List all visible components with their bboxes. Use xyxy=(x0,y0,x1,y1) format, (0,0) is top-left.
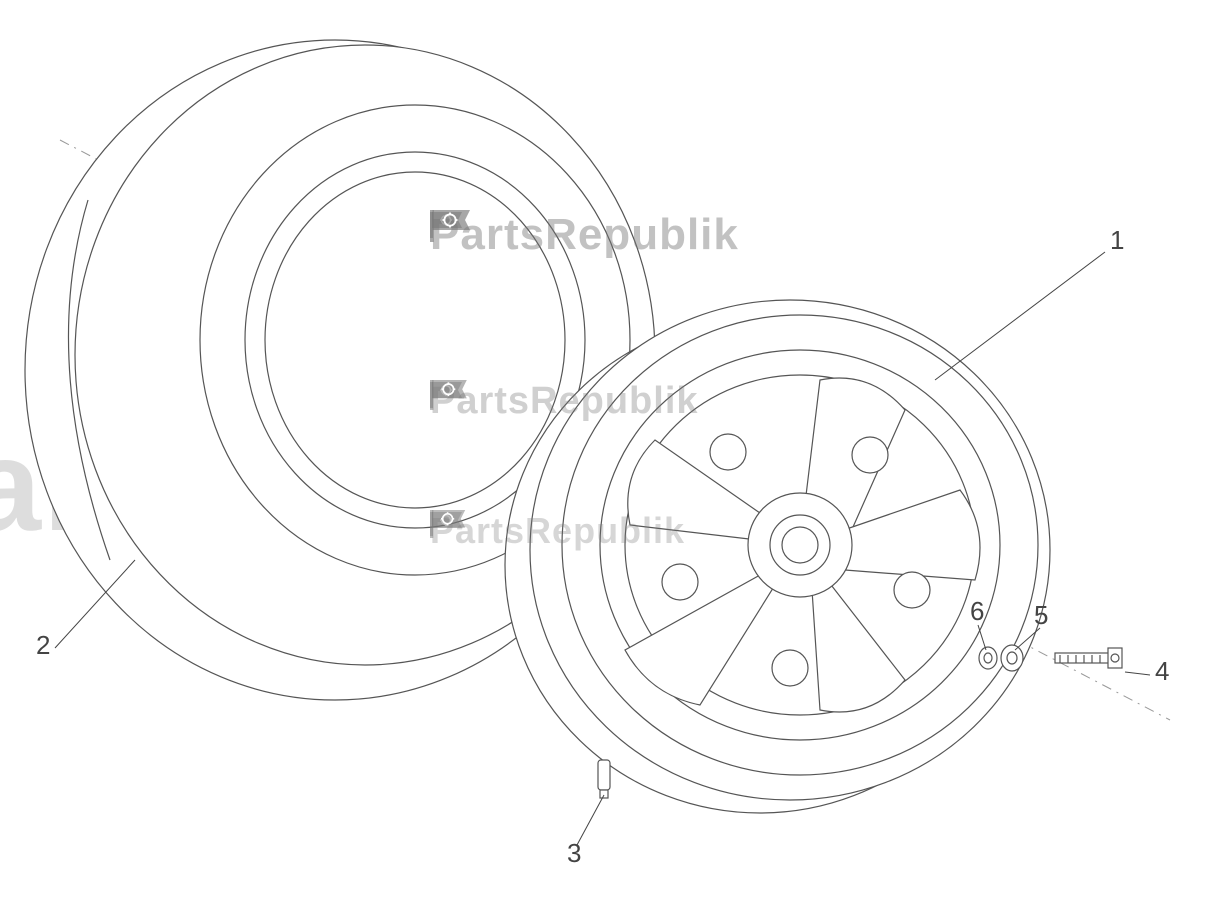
valve-cap xyxy=(600,790,608,798)
lug-boss xyxy=(710,434,746,470)
leader-4 xyxy=(1125,672,1150,675)
callout-6: 6 xyxy=(970,596,984,627)
bolt-head xyxy=(1108,648,1122,668)
valve-stem xyxy=(598,760,610,798)
lug-boss xyxy=(894,572,930,608)
callout-3: 3 xyxy=(567,838,581,869)
washer-inner-hole xyxy=(984,653,992,663)
callout-1: 1 xyxy=(1110,225,1124,256)
watermark-text: PartsRepublik xyxy=(430,210,739,260)
callout-2: 2 xyxy=(36,630,50,661)
bolt-shank xyxy=(1055,653,1110,663)
rim-hub-inner xyxy=(782,527,818,563)
lug-boss xyxy=(852,437,888,473)
lug-boss xyxy=(662,564,698,600)
line-art-svg xyxy=(0,0,1205,904)
callout-4: 4 xyxy=(1155,656,1169,687)
leader-1 xyxy=(935,252,1105,380)
lug-boss xyxy=(772,650,808,686)
diagram-canvas: PartsRepublik xyxy=(0,0,1205,904)
watermark-text: PartsRepublik xyxy=(430,380,699,423)
washer-outer-hole xyxy=(1007,652,1017,664)
watermark-row-1: PartsRepublik xyxy=(430,210,751,260)
watermark-row-2: PartsRepublik xyxy=(430,380,711,423)
callout-5: 5 xyxy=(1034,600,1048,631)
watermark-row-3: PartsRepublik xyxy=(430,510,697,552)
watermark-text: PartsRepublik xyxy=(430,510,685,552)
valve-body xyxy=(598,760,610,790)
